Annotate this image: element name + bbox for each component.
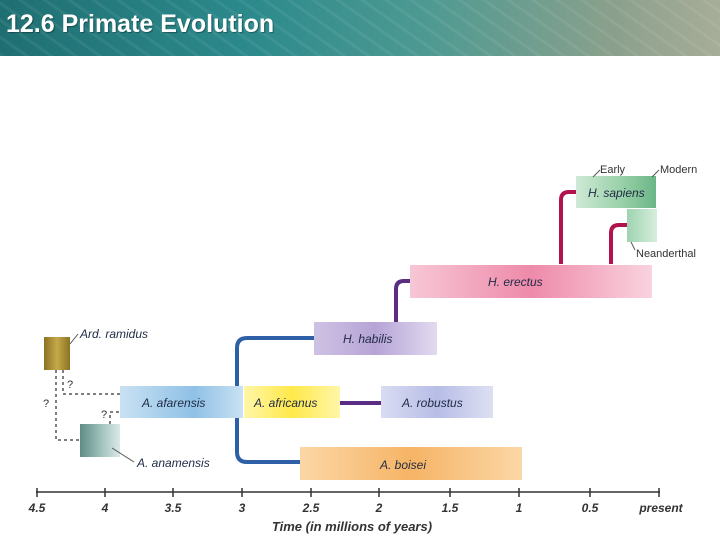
axis-tick-label: present <box>638 501 683 515</box>
uncertain-link <box>109 411 120 424</box>
red-branch-line <box>609 223 628 264</box>
leader-line <box>630 241 636 251</box>
a-boisei-bar <box>300 447 522 480</box>
a-anamensis-label: A. anamensis <box>136 456 210 470</box>
axis-tickmarks <box>36 488 660 497</box>
modern-annotation: Modern <box>660 164 697 176</box>
slide-header: 12.6 Primate Evolution <box>0 0 720 56</box>
a-afarensis-bar <box>120 386 243 418</box>
h-sapiens-label: H. sapiens <box>588 186 645 200</box>
a-anamensis-bar <box>80 424 120 457</box>
red-branch-line <box>559 190 578 264</box>
axis-title: Time (in millions of years) <box>272 519 432 534</box>
h-erectus-label: H. erectus <box>488 275 543 289</box>
neanderthal-annotation: Neanderthal <box>636 248 696 260</box>
axis-tick-label: 4 <box>101 501 109 515</box>
purple-branch-line <box>394 279 412 323</box>
axis-tick-label: 2.5 <box>302 501 320 515</box>
question-mark: ? <box>101 409 107 421</box>
ard-ramidus-label: Ard. ramidus <box>79 327 148 341</box>
h-habilis-label: H. habilis <box>343 332 392 346</box>
uncertain-link <box>62 370 120 395</box>
axis-tick-label: 1.5 <box>442 501 459 515</box>
question-mark: ? <box>43 398 49 410</box>
axis-tick-label: 1 <box>516 501 523 515</box>
a-africanus-label: A. africanus <box>253 396 317 410</box>
leader-line <box>111 447 135 463</box>
blue-branch-line <box>235 336 318 404</box>
leader-line <box>592 169 601 178</box>
ard-ramidus-bar <box>44 337 70 370</box>
fossil-texture <box>0 0 720 56</box>
h-erectus-bar <box>410 265 652 298</box>
a-robustus-bar <box>381 386 493 418</box>
early-annotation: Early <box>600 164 626 176</box>
slide-title: 12.6 Primate Evolution <box>6 10 275 38</box>
a-robustus-label: A. robustus <box>401 396 463 410</box>
uncertain-link <box>55 370 80 441</box>
h-sapiens-bar <box>576 176 656 208</box>
a-africanus-bar <box>244 386 340 418</box>
question-mark: ? <box>67 379 73 391</box>
a-afarensis-label: A. afarensis <box>141 396 205 410</box>
a-boisei-label: A. boisei <box>379 458 426 472</box>
leader-line <box>69 333 79 345</box>
evolution-diagram: H. sapiens H. erectus H. habilis A. afar… <box>28 164 698 534</box>
blue-branch-line <box>235 402 302 464</box>
h-habilis-bar <box>314 322 437 355</box>
axis-tick-label: 4.5 <box>28 501 46 515</box>
axis-ticklabels: 4.5 4 3.5 3 2.5 2 1.5 1 0.5 present <box>28 501 684 515</box>
axis-tick-label: 3.5 <box>165 501 182 515</box>
axis-tick-label: 0.5 <box>582 501 599 515</box>
neanderthal-bar <box>627 209 657 242</box>
leader-line <box>651 169 660 178</box>
axis-tick-label: 3 <box>239 501 246 515</box>
axis-tick-label: 2 <box>375 501 383 515</box>
